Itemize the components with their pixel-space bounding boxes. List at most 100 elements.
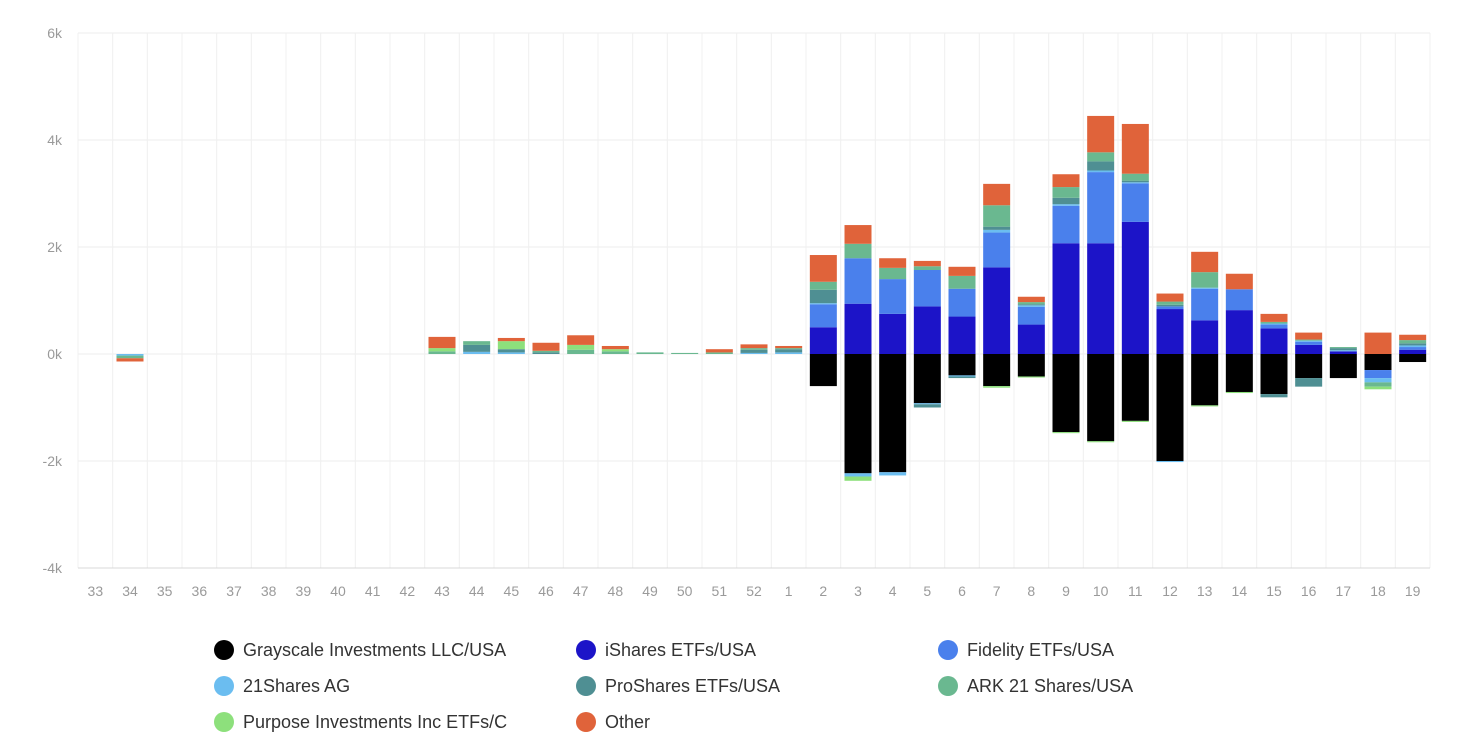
bar-segment[interactable] bbox=[1295, 333, 1322, 340]
bar-segment[interactable] bbox=[1157, 306, 1184, 309]
bar-segment[interactable] bbox=[117, 354, 144, 356]
bar-segment[interactable] bbox=[1399, 350, 1426, 354]
bar-segment[interactable] bbox=[1226, 392, 1253, 393]
bar-segment[interactable] bbox=[1295, 340, 1322, 341]
bar-segment[interactable] bbox=[914, 261, 941, 266]
bar-segment[interactable] bbox=[1122, 222, 1149, 354]
bar-segment[interactable] bbox=[983, 354, 1010, 386]
bar-segment[interactable] bbox=[983, 386, 1010, 388]
bar-segment[interactable] bbox=[1399, 354, 1426, 362]
bar-segment[interactable] bbox=[845, 244, 872, 258]
bar-segment[interactable] bbox=[949, 267, 976, 276]
bar-segment[interactable] bbox=[1261, 324, 1288, 325]
bar-segment[interactable] bbox=[1191, 252, 1218, 272]
bar-segment[interactable] bbox=[1399, 345, 1426, 347]
bar-segment[interactable] bbox=[949, 276, 976, 289]
bar-segment[interactable] bbox=[810, 255, 837, 282]
bar-segment[interactable] bbox=[1122, 124, 1149, 174]
bar-segment[interactable] bbox=[1122, 182, 1149, 183]
bar-segment[interactable] bbox=[810, 354, 837, 386]
bar-segment[interactable] bbox=[914, 354, 941, 403]
bar-segment[interactable] bbox=[429, 351, 456, 354]
bar-segment[interactable] bbox=[1122, 174, 1149, 181]
bar-segment[interactable] bbox=[949, 375, 976, 376]
bar-segment[interactable] bbox=[602, 351, 629, 354]
bar-segment[interactable] bbox=[879, 268, 906, 279]
bar-segment[interactable] bbox=[1226, 274, 1253, 290]
bar-segment[interactable] bbox=[1226, 310, 1253, 354]
bar-segment[interactable] bbox=[1157, 354, 1184, 461]
bar-segment[interactable] bbox=[463, 345, 490, 352]
bar-segment[interactable] bbox=[1365, 387, 1392, 390]
legend-item[interactable]: Fidelity ETFs/USA bbox=[938, 638, 1214, 662]
bar-segment[interactable] bbox=[845, 354, 872, 473]
bar-segment[interactable] bbox=[810, 304, 837, 327]
bar-segment[interactable] bbox=[463, 341, 490, 345]
bar-segment[interactable] bbox=[1087, 161, 1114, 170]
bar-segment[interactable] bbox=[983, 184, 1010, 205]
bar-segment[interactable] bbox=[914, 404, 941, 407]
bar-segment[interactable] bbox=[1261, 354, 1288, 394]
bar-segment[interactable] bbox=[1053, 187, 1080, 198]
bar-segment[interactable] bbox=[1122, 183, 1149, 222]
bar-segment[interactable] bbox=[117, 358, 144, 361]
bar-segment[interactable] bbox=[845, 473, 872, 476]
bar-segment[interactable] bbox=[879, 472, 906, 475]
bar-segment[interactable] bbox=[1191, 354, 1218, 405]
legend-item[interactable]: ProShares ETFs/USA bbox=[576, 674, 938, 698]
bar-segment[interactable] bbox=[567, 335, 594, 345]
bar-segment[interactable] bbox=[498, 341, 525, 349]
bar-segment[interactable] bbox=[1157, 302, 1184, 305]
bar-segment[interactable] bbox=[1365, 333, 1392, 354]
bar-segment[interactable] bbox=[1226, 289, 1253, 310]
legend-item[interactable]: 21Shares AG bbox=[214, 674, 576, 698]
bar-segment[interactable] bbox=[983, 205, 1010, 226]
bar-segment[interactable] bbox=[914, 306, 941, 354]
bar-segment[interactable] bbox=[1330, 350, 1357, 351]
bar-segment[interactable] bbox=[1365, 378, 1392, 382]
bar-segment[interactable] bbox=[1122, 354, 1149, 421]
bar-segment[interactable] bbox=[1330, 348, 1357, 350]
bar-segment[interactable] bbox=[706, 349, 733, 352]
bar-segment[interactable] bbox=[602, 346, 629, 349]
bar-segment[interactable] bbox=[1157, 305, 1184, 307]
bar-segment[interactable] bbox=[741, 348, 768, 350]
bar-segment[interactable] bbox=[879, 314, 906, 354]
bar-segment[interactable] bbox=[1053, 204, 1080, 206]
bar-segment[interactable] bbox=[1087, 354, 1114, 441]
bar-segment[interactable] bbox=[1053, 432, 1080, 433]
bar-segment[interactable] bbox=[429, 348, 456, 351]
legend-item[interactable]: Grayscale Investments LLC/USA bbox=[214, 638, 576, 662]
bar-segment[interactable] bbox=[949, 376, 976, 378]
bar-segment[interactable] bbox=[1087, 441, 1114, 442]
bar-segment[interactable] bbox=[117, 356, 144, 359]
bar-segment[interactable] bbox=[498, 349, 525, 352]
bar-segment[interactable] bbox=[1018, 297, 1045, 302]
bar-segment[interactable] bbox=[983, 230, 1010, 233]
bar-segment[interactable] bbox=[879, 258, 906, 268]
bar-segment[interactable] bbox=[845, 304, 872, 354]
bar-segment[interactable] bbox=[463, 352, 490, 354]
bar-segment[interactable] bbox=[1053, 354, 1080, 432]
bar-segment[interactable] bbox=[1330, 347, 1357, 348]
bar-segment[interactable] bbox=[775, 352, 802, 354]
bar-segment[interactable] bbox=[1191, 272, 1218, 288]
bar-segment[interactable] bbox=[1399, 335, 1426, 340]
bar-segment[interactable] bbox=[775, 349, 802, 352]
bar-segment[interactable] bbox=[1018, 325, 1045, 354]
bar-segment[interactable] bbox=[1191, 405, 1218, 406]
bar-segment[interactable] bbox=[1365, 382, 1392, 386]
bar-segment[interactable] bbox=[983, 227, 1010, 230]
bar-segment[interactable] bbox=[845, 477, 872, 481]
bar-segment[interactable] bbox=[498, 352, 525, 354]
bar-segment[interactable] bbox=[845, 225, 872, 244]
bar-segment[interactable] bbox=[914, 403, 941, 404]
bar-segment[interactable] bbox=[810, 282, 837, 290]
bar-segment[interactable] bbox=[1261, 314, 1288, 322]
bar-segment[interactable] bbox=[1365, 354, 1392, 370]
bar-segment[interactable] bbox=[1191, 289, 1218, 321]
bar-segment[interactable] bbox=[1018, 305, 1045, 307]
bar-segment[interactable] bbox=[706, 352, 733, 354]
bar-segment[interactable] bbox=[1295, 378, 1322, 387]
bar-segment[interactable] bbox=[1157, 309, 1184, 354]
